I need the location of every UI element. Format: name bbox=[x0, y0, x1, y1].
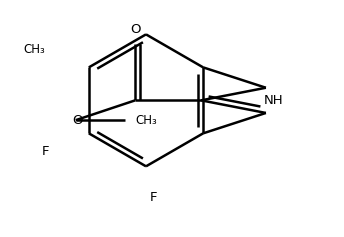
Text: F: F bbox=[149, 191, 157, 204]
Text: O: O bbox=[72, 114, 82, 127]
Text: CH₃: CH₃ bbox=[23, 43, 45, 56]
Text: O: O bbox=[130, 23, 140, 36]
Text: F: F bbox=[42, 145, 50, 158]
Text: NH: NH bbox=[264, 95, 283, 107]
Text: CH₃: CH₃ bbox=[135, 114, 157, 127]
